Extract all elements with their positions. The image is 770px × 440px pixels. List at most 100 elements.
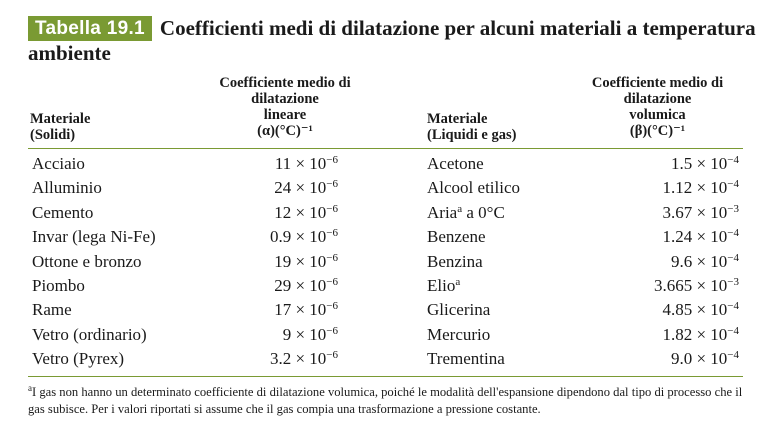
power-exponent: −6 <box>326 154 338 166</box>
coefficient-mantissa: 3.67 <box>662 202 693 222</box>
coefficient-value: 17 × 10−6 <box>200 298 338 322</box>
header-solid-material: Materiale (Solidi) <box>30 111 91 143</box>
solid-material-name: Invar (lega Ni-Fe) <box>32 227 156 247</box>
footnote-mark: a <box>28 383 32 393</box>
table-title: Tabella 19.1 Coefficienti medi di dilataz… <box>28 16 758 66</box>
times-symbol: × <box>295 178 306 198</box>
footnote-ref: a <box>457 202 463 215</box>
power-base: 10 <box>309 202 327 222</box>
times-symbol: × <box>295 154 306 173</box>
coefficient-value: 1.12 × 10−4 <box>560 176 739 200</box>
fluid-material-name: Ariaa a 0°C <box>427 201 520 225</box>
header-volume-coefficient: Coefficiente medio di dilatazione volumi… <box>591 75 724 139</box>
times-symbol: × <box>696 154 707 173</box>
coefficient-value: 9.6 × 10−4 <box>560 250 739 274</box>
times-symbol: × <box>696 202 707 222</box>
fluid-material-name: Benzene <box>427 225 520 249</box>
coefficient-value: 12 × 10−6 <box>200 201 338 225</box>
fluid-name-text: Benzina <box>427 251 483 271</box>
solid-material-name: Alluminio <box>32 178 102 198</box>
fluid-material-name: Glicerina <box>427 298 520 322</box>
linear-coefficients-column: 11 × 10−6 24 × 10−6 12 × 10−6 0.9 × 10−6 19 … <box>200 152 338 372</box>
times-symbol: × <box>295 349 306 369</box>
coefficient-value: 0.9 × 10−6 <box>200 225 338 249</box>
volume-coefficients-column: 1.5 × 10−4 1.12 × 10−4 3.67 × 10 −3 1.24 × 1… <box>560 152 739 372</box>
coefficient-value: 9 × 10−6 <box>200 323 338 347</box>
power-base: 10 <box>710 324 728 344</box>
times-symbol: × <box>696 178 707 198</box>
solid-material-name: Vetro (ordinario) <box>32 324 147 344</box>
power-exponent: −4 <box>727 251 739 264</box>
times-symbol: × <box>295 275 306 295</box>
fluid-material-name: Acetone <box>427 152 520 176</box>
coefficient-value: 1.82 × 10−4 <box>560 323 739 347</box>
fluid-name-text: Mercurio <box>427 324 491 344</box>
solid-names-column: Acciaio Alluminio Cemento Invar (lega Ni-Fe… <box>32 152 156 372</box>
solid-material-name: Cemento <box>32 202 94 222</box>
times-symbol: × <box>696 324 707 344</box>
coefficient-value: 11 × 10−6 <box>200 152 338 176</box>
times-symbol: × <box>295 251 306 271</box>
power-base: 10 <box>309 300 327 320</box>
coefficient-value: 19 × 10−6 <box>200 250 338 274</box>
table-number-tag: Tabella 19.1 <box>28 16 152 41</box>
fluid-name-text: Acetone <box>427 154 484 173</box>
power-exponent: −4 <box>727 349 739 362</box>
coefficient-mantissa: 1.24 <box>662 227 693 247</box>
power-exponent: −4 <box>727 324 739 337</box>
power-base: 10 <box>309 154 327 173</box>
power-base: 10 <box>309 275 327 295</box>
fluid-name-text: Aria <box>427 202 458 222</box>
fluid-name-text: Alcool etilico <box>427 178 521 198</box>
header-divider <box>28 148 743 149</box>
power-exponent: −4 <box>727 300 739 313</box>
power-exponent: −6 <box>326 202 338 215</box>
coefficient-mantissa: 3.665 <box>653 275 693 295</box>
solid-material-name: Acciaio <box>32 154 85 173</box>
fluid-material-name: Elioa <box>427 274 520 298</box>
power-exponent: −6 <box>326 300 338 313</box>
coefficient-value: 9.0 × 10−4 <box>560 347 739 371</box>
fluid-name-text: Glicerina <box>427 300 491 320</box>
solid-material-name: Ottone e bronzo <box>32 251 142 271</box>
fluid-material-name: Benzina <box>427 250 520 274</box>
header-linear-coefficient: Coefficiente medio di dilatazione linear… <box>219 75 351 139</box>
coefficient-mantissa: 9.0 <box>670 349 693 369</box>
power-exponent: −6 <box>326 324 338 337</box>
power-exponent: −6 <box>326 275 338 288</box>
power-exponent: −3 <box>727 202 739 215</box>
coefficient-mantissa: 4.85 <box>662 300 693 320</box>
power-base: 10 <box>710 300 728 320</box>
times-symbol: × <box>295 227 306 247</box>
coefficient-value: 3.2 × 10−6 <box>200 347 338 371</box>
power-exponent: −4 <box>727 227 739 240</box>
coefficient-value: 4.85 × 10−4 <box>560 298 739 322</box>
fluid-name-text: Trementina <box>427 349 505 369</box>
times-symbol: × <box>696 275 707 295</box>
power-base: 10 <box>710 349 728 369</box>
table-title-text: Coefficienti medi di dilatazione per alc… <box>28 16 756 65</box>
coefficient-mantissa: 3.2 <box>269 349 292 369</box>
footnote: aI gas non hanno un determinato coeffici… <box>28 384 758 418</box>
coefficient-mantissa: 19 <box>274 251 292 271</box>
power-exponent: −6 <box>326 227 338 240</box>
footnote-divider <box>28 376 743 377</box>
coefficient-mantissa: 11 <box>274 154 292 173</box>
coefficient-value: 1.24 × 10−4 <box>560 225 739 249</box>
power-base: 10 <box>710 227 728 247</box>
power-base: 10 <box>309 251 327 271</box>
power-exponent: −6 <box>326 178 338 191</box>
fluid-name-suffix: a 0°C <box>462 202 505 222</box>
coefficient-mantissa: 9.6 <box>670 251 693 271</box>
fluid-name-text: Benzene <box>427 227 486 247</box>
fluid-material-name: Alcool etilico <box>427 176 520 200</box>
solid-material-name: Vetro (Pyrex) <box>32 349 125 369</box>
footnote-ref: a <box>455 275 461 288</box>
fluid-material-name: Trementina <box>427 347 520 371</box>
power-exponent: −6 <box>326 251 338 264</box>
solid-material-name: Rame <box>32 300 72 320</box>
coefficient-value: 1.5 × 10−4 <box>560 152 739 176</box>
power-base: 10 <box>309 324 327 344</box>
power-exponent: −4 <box>727 178 739 191</box>
fluid-name-text: Elio <box>427 275 456 295</box>
